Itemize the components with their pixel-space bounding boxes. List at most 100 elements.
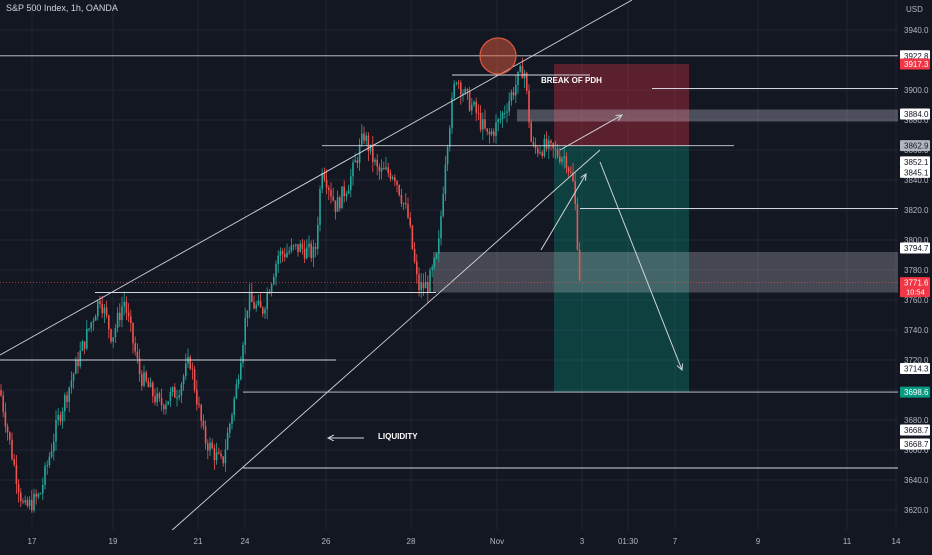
candle-body (295, 244, 297, 246)
candle-body (2, 395, 4, 412)
candle-body (103, 307, 106, 314)
price-tag-label: 3714.3 (904, 365, 929, 374)
candle-body (35, 493, 37, 497)
x-tick-label: 24 (241, 537, 250, 546)
candle-body (317, 224, 319, 249)
candle-body (361, 133, 363, 145)
price-tag-box (900, 108, 930, 120)
candle-body (336, 197, 339, 212)
candle-body (211, 442, 213, 449)
candle-body (330, 189, 332, 197)
x-tick-label: 19 (109, 537, 118, 546)
candle-body (15, 464, 18, 484)
price-tag-label: 3845.1 (904, 168, 929, 177)
price-axis (898, 0, 932, 550)
candle-body (121, 306, 123, 320)
candle-body (303, 248, 306, 259)
price-tag-label: 3771.6 (904, 279, 929, 288)
y-tick-label: 3780.0 (904, 266, 929, 275)
candle-body (372, 144, 374, 162)
candle-body (191, 368, 194, 370)
candle-body (108, 315, 110, 330)
candle-body (433, 258, 436, 268)
candle-body (66, 395, 68, 402)
candle-body (457, 82, 460, 84)
annotation-label: BREAK OF PDH (541, 76, 602, 85)
candle-body (570, 171, 572, 173)
candle-body (341, 186, 343, 209)
candle-body (565, 156, 568, 168)
candle-body (11, 439, 13, 460)
price-tag-box (900, 438, 930, 450)
y-tick-label: 3640.0 (904, 476, 929, 485)
candle-body (235, 384, 238, 399)
candle-body (273, 276, 275, 285)
candle-body (222, 456, 224, 464)
candle-body (83, 341, 86, 349)
price-tag-label: 3884.0 (904, 110, 929, 119)
candle-body (306, 247, 308, 259)
candle-body (328, 187, 330, 190)
candle-body (231, 414, 233, 424)
y-tick-label: 3800.0 (904, 236, 929, 245)
candle-body (134, 343, 136, 352)
candle-body (46, 465, 48, 467)
candle-body (145, 372, 147, 382)
candle-body (156, 393, 158, 403)
candle-body (224, 449, 227, 464)
candle-body (17, 483, 20, 493)
x-tick-label: Nov (490, 537, 504, 546)
candle-body (152, 382, 154, 397)
candle-body (244, 317, 246, 345)
candle-body (28, 499, 31, 506)
candle-body (512, 92, 515, 96)
candle-body (143, 372, 145, 386)
currency-label: USD (906, 5, 923, 14)
candle-body (486, 128, 488, 132)
candle-body (229, 423, 231, 433)
candle-body (556, 149, 559, 157)
price-tag-box (900, 166, 930, 178)
x-tick-label: 26 (322, 537, 331, 546)
candle-body (154, 396, 156, 403)
candle-body (127, 312, 130, 317)
candle-body (510, 92, 513, 102)
candle-body (149, 382, 152, 388)
candle-body (114, 327, 117, 338)
candle-body (369, 144, 372, 152)
candle-body (141, 374, 143, 386)
candle-body (367, 135, 370, 152)
candle-body (4, 411, 7, 427)
candle-body (484, 119, 486, 129)
y-tick-label: 3720.0 (904, 356, 929, 365)
candle-body (343, 186, 345, 197)
x-tick-label: 7 (673, 537, 678, 546)
candle-body (323, 172, 326, 180)
price-tag-label: 3862.9 (904, 142, 929, 151)
candle-body (528, 90, 530, 123)
candle-body (79, 350, 81, 367)
candle-body (308, 243, 310, 248)
candle-body (37, 493, 40, 497)
candle-body (475, 101, 477, 113)
candle-body (286, 252, 288, 258)
candle-body (251, 292, 253, 302)
candle-body (202, 420, 205, 427)
candle-body (147, 381, 150, 388)
candle-body (493, 131, 495, 136)
y-tick-label: 3740.0 (904, 326, 929, 335)
arrow-retest (540, 174, 586, 251)
candle-body (376, 159, 378, 167)
candle-body (259, 300, 262, 308)
candle-body (253, 301, 255, 309)
price-tag-label: 3698.6 (904, 388, 929, 397)
candle-body (572, 172, 574, 182)
candle-body (55, 419, 57, 442)
candle-body (352, 162, 354, 177)
candle-body (288, 251, 290, 253)
candle-body (264, 309, 266, 314)
arrow-to-supply (559, 115, 622, 151)
